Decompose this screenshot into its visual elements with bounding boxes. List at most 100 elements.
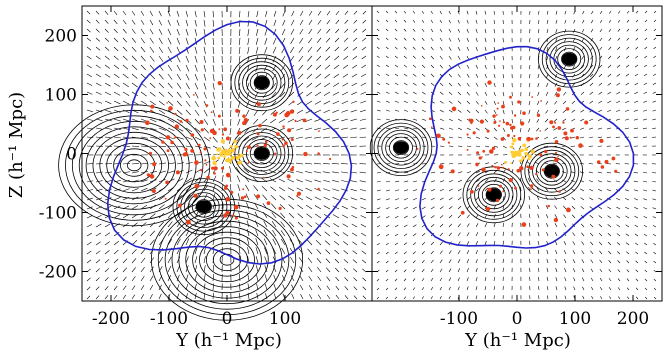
- galaxy-point: [178, 204, 182, 208]
- galaxy-point: [225, 149, 227, 151]
- galaxy-point: [535, 173, 537, 175]
- galaxy-point: [239, 161, 243, 165]
- galaxy-point: [509, 178, 513, 182]
- void-contour: [114, 149, 155, 182]
- galaxy-point: [152, 189, 156, 193]
- galaxy-point: [563, 131, 567, 135]
- galaxy-point: [512, 138, 516, 142]
- galaxy-point: [522, 111, 526, 115]
- galaxy-point: [217, 157, 220, 160]
- galaxy-point: [496, 114, 498, 116]
- galaxy-points: [417, 80, 618, 227]
- density-contours: [370, 31, 600, 223]
- galaxy-point: [265, 141, 268, 144]
- galaxy-point: [461, 211, 465, 215]
- galaxy-point: [241, 196, 244, 199]
- galaxy-point: [540, 100, 542, 102]
- galaxy-point: [190, 149, 194, 153]
- galaxy-point: [489, 149, 494, 154]
- galaxy-point: [191, 133, 195, 137]
- galaxy-point: [552, 126, 555, 129]
- galaxy-point: [263, 177, 265, 179]
- galaxy-point: [487, 130, 490, 133]
- galaxy-point: [557, 87, 561, 91]
- void-contour: [127, 160, 141, 171]
- galaxy-point: [518, 137, 521, 140]
- galaxy-point: [201, 128, 204, 131]
- galaxy-point: [417, 148, 419, 150]
- y-tick-label: -100: [39, 204, 77, 224]
- galaxy-point: [506, 122, 510, 126]
- galaxy-point: [555, 152, 557, 154]
- galaxy-point: [439, 164, 444, 169]
- galaxy-point: [183, 153, 187, 157]
- galaxy-point: [544, 150, 547, 153]
- galaxy-point: [214, 163, 216, 165]
- galaxy-point: [614, 170, 617, 173]
- galaxy-point: [504, 161, 507, 164]
- galaxy-point: [601, 165, 605, 169]
- galaxy-point: [501, 164, 503, 166]
- galaxy-point: [198, 144, 201, 147]
- galaxy-point: [176, 170, 180, 174]
- galaxy-point: [482, 150, 485, 153]
- galaxy-point: [246, 150, 248, 152]
- galaxy-point: [193, 194, 197, 198]
- galaxy-point: [186, 220, 191, 225]
- galaxy-point: [522, 144, 526, 148]
- galaxy-point: [231, 150, 233, 152]
- galaxy-point: [233, 140, 237, 144]
- galaxy-point: [537, 114, 540, 117]
- galaxy-point: [557, 155, 559, 157]
- galaxy-point: [470, 190, 474, 194]
- galaxy-point: [276, 112, 278, 114]
- galaxy-point: [303, 119, 307, 123]
- galaxy-point: [518, 150, 521, 153]
- x-tick-label: 100: [559, 309, 591, 329]
- galaxy-point: [513, 135, 515, 137]
- galaxy-point: [494, 166, 496, 168]
- galaxy-point: [521, 159, 523, 161]
- galaxy-point: [528, 155, 531, 158]
- galaxy-point: [499, 120, 501, 122]
- galaxy-point: [257, 102, 261, 106]
- galaxy-point: [520, 121, 524, 125]
- galaxy-point: [526, 165, 529, 168]
- galaxy-point: [499, 185, 502, 188]
- galaxy-point: [576, 136, 579, 139]
- galaxy-point: [612, 157, 616, 161]
- galaxy-point: [605, 160, 609, 164]
- galaxy-point: [470, 122, 472, 124]
- overdensity-core: [562, 53, 576, 65]
- galaxy-point: [452, 107, 457, 112]
- galaxy-point: [256, 194, 260, 198]
- galaxy-point: [429, 118, 432, 121]
- galaxy-point: [150, 174, 155, 179]
- galaxy-point: [170, 141, 174, 145]
- galaxy-point: [231, 156, 235, 160]
- galaxy-point: [510, 162, 512, 164]
- galaxy-point: [150, 105, 154, 109]
- galaxy-point: [200, 120, 204, 124]
- galaxy-point: [167, 149, 170, 152]
- galaxy-point: [554, 122, 556, 124]
- galaxy-point: [467, 149, 469, 151]
- galaxy-point: [193, 94, 195, 96]
- galaxy-point: [436, 134, 441, 139]
- galaxy-point: [174, 113, 176, 115]
- galaxy-point: [530, 184, 533, 187]
- galaxy-point: [218, 128, 220, 130]
- galaxy-point: [329, 158, 331, 160]
- x-tick-label: 100: [269, 309, 301, 329]
- galaxy-point: [318, 188, 320, 190]
- galaxy-point: [514, 114, 516, 116]
- galaxy-point: [165, 181, 169, 185]
- y-tick-label: 100: [45, 86, 77, 106]
- galaxy-point: [206, 164, 208, 166]
- galaxy-point: [234, 145, 238, 149]
- overdensity-core: [197, 201, 211, 213]
- galaxy-point: [235, 217, 238, 220]
- galaxy-point: [287, 128, 291, 132]
